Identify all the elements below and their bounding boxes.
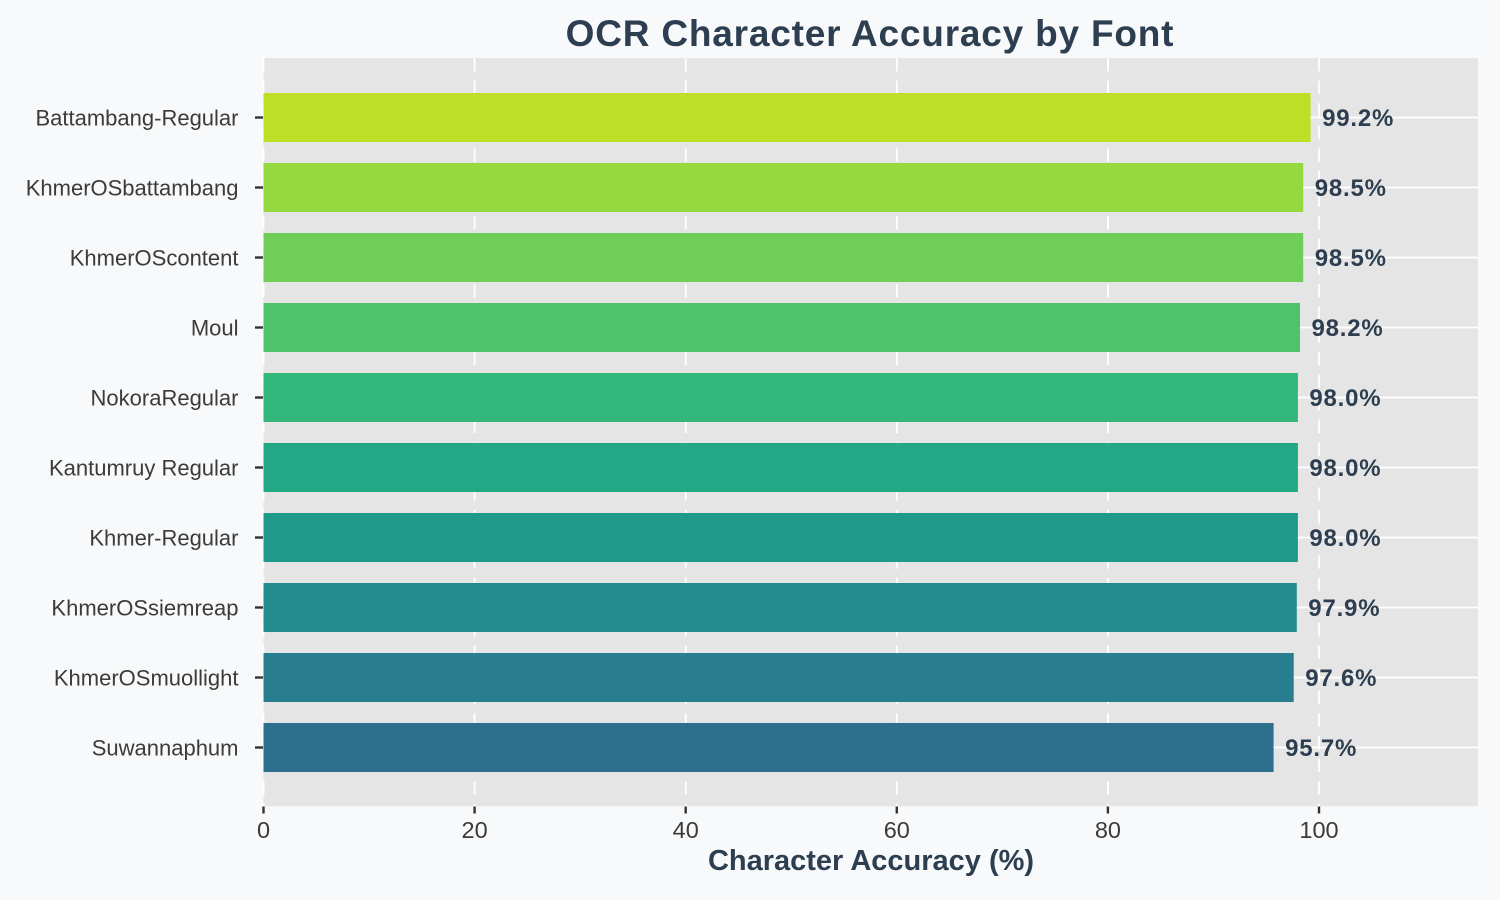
svg-text:Khmer-Regular: Khmer-Regular [89, 526, 238, 551]
svg-text:40: 40 [673, 817, 699, 843]
svg-text:80: 80 [1095, 817, 1121, 843]
svg-text:97.6%: 97.6% [1305, 665, 1377, 692]
svg-text:Battambang-Regular: Battambang-Regular [35, 106, 238, 131]
svg-text:KhmerOSbattambang: KhmerOSbattambang [26, 176, 239, 201]
svg-text:100: 100 [1299, 817, 1338, 843]
svg-text:98.0%: 98.0% [1309, 455, 1381, 482]
svg-text:20: 20 [462, 817, 488, 843]
svg-text:98.0%: 98.0% [1309, 385, 1381, 412]
svg-text:98.2%: 98.2% [1312, 315, 1384, 342]
svg-text:KhmerOScontent: KhmerOScontent [70, 246, 239, 271]
svg-text:95.7%: 95.7% [1285, 735, 1357, 762]
svg-text:98.5%: 98.5% [1315, 245, 1387, 272]
svg-text:98.5%: 98.5% [1315, 175, 1387, 202]
svg-text:Character Accuracy (%): Character Accuracy (%) [708, 845, 1034, 877]
svg-text:Moul: Moul [191, 316, 239, 341]
svg-text:0: 0 [257, 817, 270, 843]
svg-text:99.2%: 99.2% [1322, 105, 1394, 132]
svg-text:KhmerOSmuollight: KhmerOSmuollight [54, 666, 239, 691]
svg-text:OCR Character Accuracy by Font: OCR Character Accuracy by Font [566, 13, 1175, 54]
svg-text:60: 60 [884, 817, 910, 843]
svg-text:Suwannaphum: Suwannaphum [92, 736, 239, 761]
svg-text:Kantumruy Regular: Kantumruy Regular [49, 456, 239, 481]
svg-text:NokoraRegular: NokoraRegular [91, 386, 239, 411]
svg-text:KhmerOSsiemreap: KhmerOSsiemreap [51, 596, 238, 621]
svg-text:97.9%: 97.9% [1308, 595, 1380, 622]
svg-text:98.0%: 98.0% [1309, 525, 1381, 552]
